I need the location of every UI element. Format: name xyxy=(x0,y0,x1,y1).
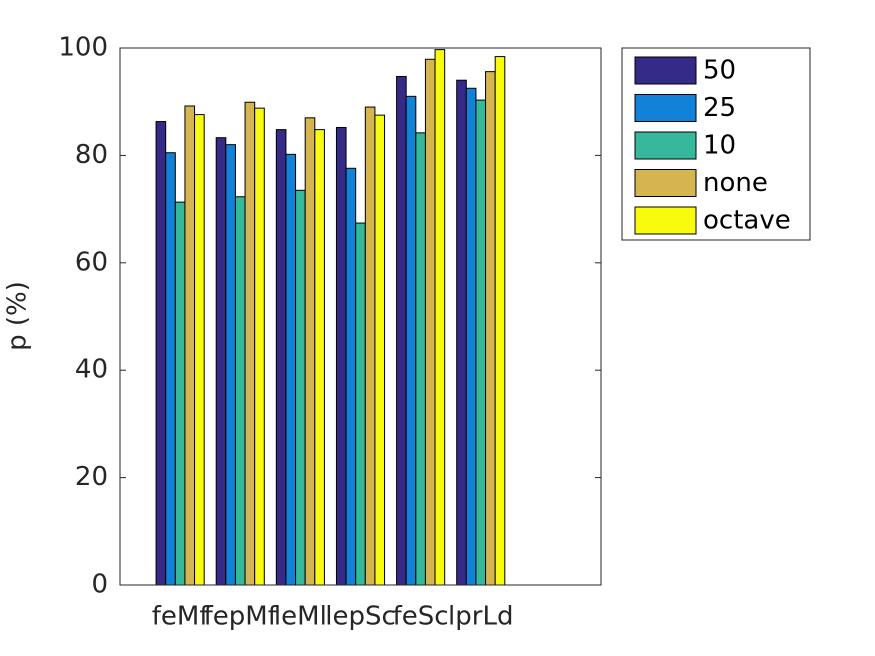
legend-label: 10 xyxy=(703,131,736,161)
bar xyxy=(374,114,386,586)
bar xyxy=(415,132,426,586)
legend-swatch xyxy=(634,169,697,197)
bar xyxy=(225,144,236,586)
bar xyxy=(485,71,496,586)
bar xyxy=(364,106,376,586)
legend-label: 25 xyxy=(703,93,736,123)
x-tick-label: lprLd xyxy=(448,602,513,632)
x-tick-label: lepSc xyxy=(325,602,396,632)
bar xyxy=(494,56,506,586)
bar xyxy=(335,126,347,586)
legend-label: 50 xyxy=(703,56,736,86)
bar xyxy=(465,87,477,586)
legend-label: none xyxy=(703,168,768,198)
y-tick-label: 80 xyxy=(75,140,108,170)
bar xyxy=(434,49,446,586)
bar xyxy=(254,107,265,586)
y-tick-label: 40 xyxy=(75,355,108,385)
x-tick-label: feMf xyxy=(152,602,210,632)
y-axis-label: p (%) xyxy=(3,281,33,351)
bar xyxy=(234,196,246,586)
bar xyxy=(285,153,297,586)
x-tick-label: feSc xyxy=(393,602,449,632)
bar xyxy=(194,114,205,586)
bar xyxy=(456,79,467,586)
bar xyxy=(155,121,167,586)
bar xyxy=(475,99,487,586)
bar xyxy=(304,117,316,586)
bar xyxy=(174,201,186,586)
y-tick-label: 0 xyxy=(91,570,108,600)
bar xyxy=(275,129,287,586)
legend-swatch xyxy=(634,56,697,85)
bar xyxy=(295,189,306,586)
legend-swatch xyxy=(634,206,697,235)
bar xyxy=(244,101,256,586)
x-tick-label: fepMf xyxy=(204,602,278,632)
y-tick-label: 20 xyxy=(75,462,108,492)
legend-swatch xyxy=(634,131,697,160)
bar xyxy=(396,75,407,586)
y-tick-label: 100 xyxy=(58,33,108,63)
bar xyxy=(314,129,325,586)
legend: 50 25 10 none octave xyxy=(621,47,811,241)
bar xyxy=(345,167,357,586)
bar xyxy=(424,58,436,586)
bar xyxy=(165,152,176,586)
bar xyxy=(355,222,366,586)
bar xyxy=(184,105,196,586)
legend-swatch xyxy=(634,94,697,122)
bar xyxy=(405,95,417,586)
bar xyxy=(215,137,227,586)
axes-box xyxy=(119,47,602,586)
x-tick-label: leMl xyxy=(274,602,327,632)
y-tick-label: 60 xyxy=(75,247,108,277)
legend-label: octave xyxy=(703,206,791,236)
